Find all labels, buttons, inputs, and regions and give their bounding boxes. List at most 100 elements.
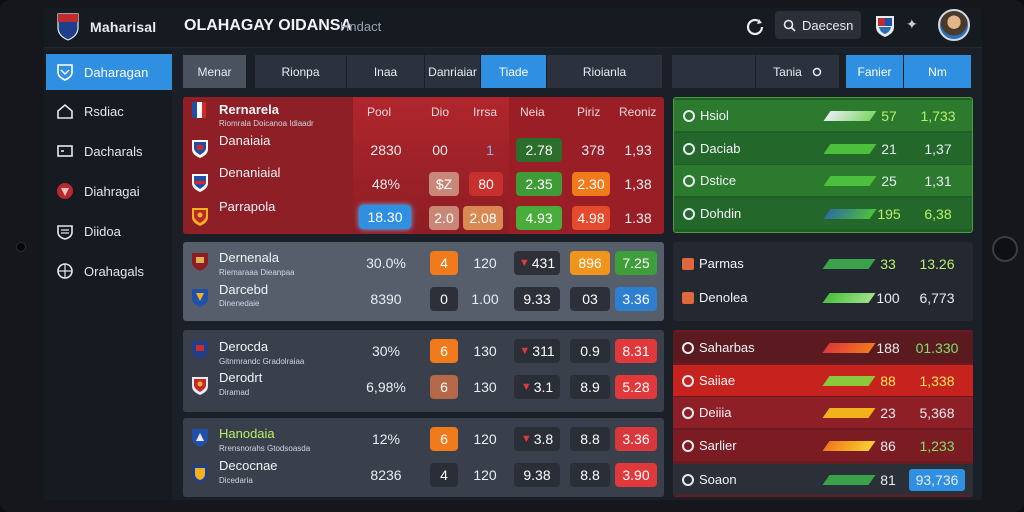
odds-pill[interactable]: 2.30 [572, 172, 610, 196]
refresh-icon[interactable] [744, 16, 766, 38]
odds-pill[interactable]: 8.8 [570, 427, 610, 451]
odds-pill[interactable]: 80 [469, 172, 503, 196]
table-row[interactable]: Derodrt Diramad 6,98% 6 130 ▼ 3.1 8.9 5.2… [183, 370, 664, 404]
tab-tania[interactable]: Tania [756, 55, 840, 88]
odds-pill[interactable]: 8.8 [570, 463, 610, 487]
standings-row[interactable]: Saiiae 88 1,338 [673, 365, 973, 396]
top-nav-sub[interactable]: Hndact [340, 19, 382, 34]
tab-fanier[interactable]: Fanier [846, 55, 904, 88]
search-box[interactable]: Daecesn [775, 11, 861, 39]
tab-nm[interactable]: Nm [904, 55, 972, 88]
odds-pill[interactable]: 9.38 [514, 463, 560, 487]
odds-pill[interactable]: 2.35 [516, 172, 562, 196]
odds-pill[interactable]: ▼ 311 [514, 339, 560, 363]
odds-pill[interactable]: 03 [570, 287, 610, 311]
team-crest-icon [682, 291, 694, 304]
tab-menar[interactable]: Menar [183, 55, 247, 88]
match-group-2: Dernenala Riemaraaa Dieanpaa 30.0% 4 120… [183, 242, 664, 321]
standings-name: Hsiol [700, 108, 729, 123]
standings-row[interactable]: Parmas 33 13.26 [673, 248, 973, 279]
table-row[interactable]: Danaiaia 2830 00 1 2.78 378 1,93 [183, 133, 664, 167]
standings-row[interactable]: Daciab 21 1,37 [674, 133, 972, 164]
tab-rionpa[interactable]: Rionpa [255, 55, 347, 88]
odds-pill[interactable]: 4.93 [516, 206, 562, 230]
standings-row[interactable]: Dohdin 195 6,38 [674, 198, 972, 229]
team-crest-icon [192, 341, 208, 359]
table-row[interactable]: Parrapola 18.30 2.0 2.08 4.93 4.98 1.38 [183, 199, 664, 234]
table-row[interactable]: Decocnae Dicedaria 8236 4 120 9.38 8.8 3… [183, 458, 664, 492]
standings-v2: 6,38 [924, 205, 952, 222]
odds-pill[interactable]: 8.31 [615, 339, 657, 363]
odds-pill[interactable]: ▼ 3.1 [514, 375, 560, 399]
odds-pill[interactable]: 4.98 [572, 206, 610, 230]
odds-pill[interactable]: 7.25 [615, 251, 657, 275]
flag-shield-icon[interactable] [874, 13, 896, 39]
odds-pill[interactable]: 896 [570, 251, 610, 275]
odds-pill[interactable]: 3.36 [615, 287, 657, 311]
standings-name: Dstice [700, 173, 737, 188]
odds-pill[interactable]: 0.9 [570, 339, 610, 363]
sidebar-item-orahagals[interactable]: Orahagals [46, 253, 172, 289]
standings-name: Sarlier [699, 438, 737, 453]
standings-v2: 5,368 [919, 404, 955, 421]
odds-pill[interactable]: 3.36 [615, 427, 657, 451]
team-dot-icon [682, 374, 694, 387]
sidebar-item-diahragai[interactable]: Diahragai [46, 173, 172, 209]
odds-pill[interactable]: $Z [429, 172, 459, 196]
sidebar-item-dacharals[interactable]: Dacharals [46, 133, 172, 169]
odds-pill[interactable]: 6 [430, 375, 458, 399]
standings-row[interactable]: Saharbas 188 01.330 [673, 332, 973, 363]
odds-pill[interactable]: 9.33 [514, 287, 560, 311]
home-button[interactable] [992, 236, 1018, 262]
table-row[interactable]: Denaniaial 48% $Z 80 2.35 2.30 1,38 [183, 165, 664, 201]
sidebar-item-rsdiac[interactable]: Rsdiac [46, 93, 172, 129]
odds-pill[interactable]: 4 [430, 251, 458, 275]
pin-icon[interactable]: ✦ [906, 16, 918, 32]
down-arrow-icon: ▼ [518, 257, 530, 269]
odds-pill[interactable]: ▼ 3.8 [514, 427, 560, 451]
tab-blank[interactable] [672, 55, 756, 88]
standings-row[interactable]: Denolea 100 6,773 [673, 282, 973, 313]
odds-pill[interactable]: 18.30 [359, 205, 411, 229]
tab-tiade[interactable]: Tiade [481, 55, 547, 88]
team-crest-icon [192, 174, 208, 192]
table-row[interactable]: Dernenala Riemaraaa Dieanpaa 30.0% 4 120… [183, 246, 664, 280]
tab-inaa[interactable]: Inaa [347, 55, 425, 88]
cell-pool: 30.0% [366, 255, 406, 271]
odds-pill[interactable]: 4 [430, 463, 458, 487]
sidebar-item-diidoa[interactable]: Diidoa [46, 213, 172, 249]
odds-pill[interactable]: 6 [430, 339, 458, 363]
standings-row[interactable]: Soaon 81 93,736 [673, 464, 973, 495]
odds-pill[interactable]: 2.0 [429, 206, 459, 230]
odds-pill[interactable]: ▼ 431 [514, 251, 560, 275]
standings-row[interactable]: Deiiia 23 5,368 [673, 397, 973, 428]
odds-pill[interactable]: 2.08 [463, 206, 503, 230]
tab-rioianla[interactable]: Rioianla [547, 55, 663, 88]
odds-pill[interactable]: 6 [430, 427, 458, 451]
standings-row[interactable]: Dstice 25 1,31 [674, 165, 972, 196]
top-nav-title[interactable]: OLAHAGAY OIDANSA [184, 17, 353, 34]
user-avatar[interactable] [938, 9, 970, 41]
search-label: Daecesn [802, 17, 854, 33]
team-subtitle: Diramad [219, 388, 250, 397]
team-crest-icon [192, 253, 208, 271]
table-row[interactable]: Darcebd Dinenedaie 8390 0 1.00 9.33 03 3… [183, 282, 664, 316]
standings-row[interactable]: Sarlier 86 1,233 [673, 430, 973, 461]
odds-pill[interactable]: 0 [430, 287, 458, 311]
down-arrow-icon: ▼ [520, 381, 532, 393]
sidebar-item-label: Diahragai [84, 183, 140, 199]
tab-danriaiar[interactable]: Danriaiar [425, 55, 481, 88]
standings-v1: 33 [880, 255, 896, 272]
sidebar-item-label: Orahagals [84, 263, 144, 279]
odds-value: 3.8 [533, 431, 554, 447]
odds-pill[interactable]: 3.90 [615, 463, 657, 487]
table-row[interactable]: Hanodaia Rrensnorahs Gtodsoasda 12% 6 12… [183, 422, 664, 456]
odds-pill[interactable]: 8.9 [570, 375, 610, 399]
form-bar [822, 342, 876, 353]
sidebar-item-daharagan[interactable]: Daharagan [46, 54, 172, 90]
standings-name: Dohdin [700, 206, 742, 221]
odds-pill[interactable]: 5.28 [615, 375, 657, 399]
table-row[interactable]: Derocda Gitnmrandc Gradolraiaa 30% 6 130… [183, 334, 664, 368]
standings-row[interactable]: Hsiol 57 1,733 [674, 100, 972, 131]
odds-pill[interactable]: 2.78 [516, 138, 562, 162]
